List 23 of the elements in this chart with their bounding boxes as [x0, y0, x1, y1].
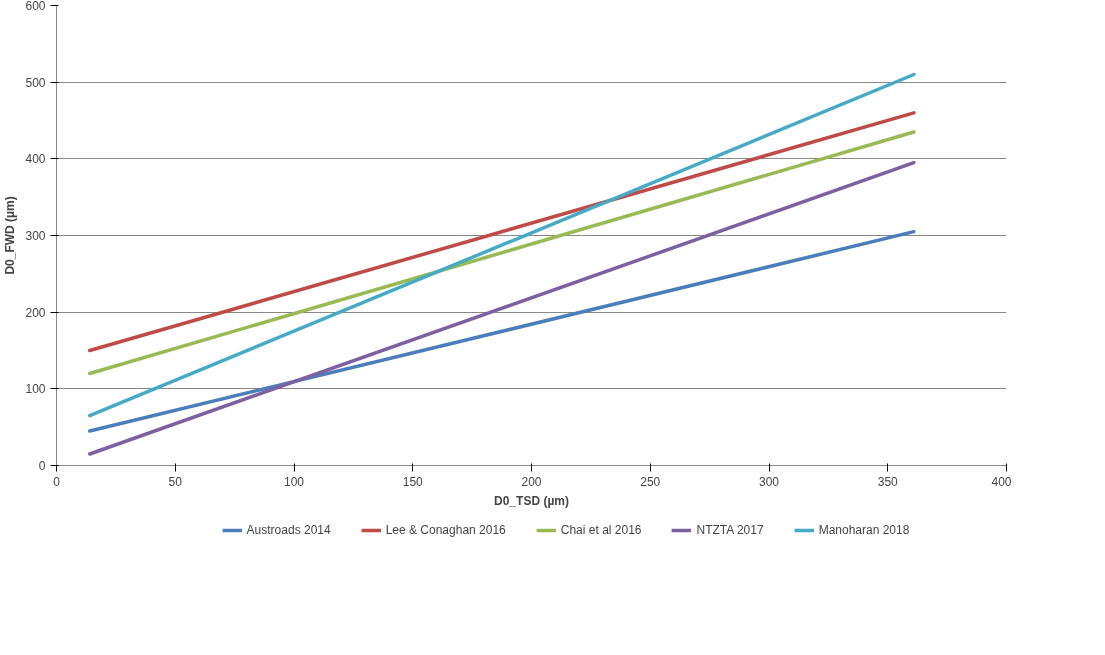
y-axis-title: D0_FWD (µm) — [3, 196, 18, 275]
x-tick-label: 250 — [640, 474, 661, 489]
y-tick-label: 0 — [38, 459, 46, 473]
x-tick-label: 0 — [53, 474, 61, 489]
x-axis-title: D0_TSD (µm) — [494, 493, 569, 508]
legend-label: Austroads 2014 — [246, 523, 331, 537]
x-tick-label: 400 — [991, 474, 1012, 489]
y-tick-label: 600 — [25, 0, 46, 13]
x-tick-label: 100 — [283, 474, 305, 489]
x-tick-label: 150 — [402, 474, 424, 489]
legend-label: Chai et al 2016 — [560, 523, 642, 537]
x-tick-label: 200 — [521, 474, 542, 489]
legend-label: Lee & Conaghan 2016 — [385, 523, 506, 537]
legend-label: NTZTA 2017 — [696, 523, 764, 537]
y-tick-label: 500 — [25, 75, 46, 90]
legend-label: Manoharan 2018 — [818, 523, 910, 537]
x-tick-label: 300 — [758, 474, 780, 489]
x-tick-label: 50 — [168, 474, 183, 489]
y-tick-label: 400 — [25, 152, 46, 167]
y-tick-label: 300 — [25, 229, 46, 243]
y-tick-label: 100 — [25, 382, 46, 397]
y-tick-label: 200 — [25, 305, 46, 320]
x-tick-label: 350 — [877, 474, 899, 489]
